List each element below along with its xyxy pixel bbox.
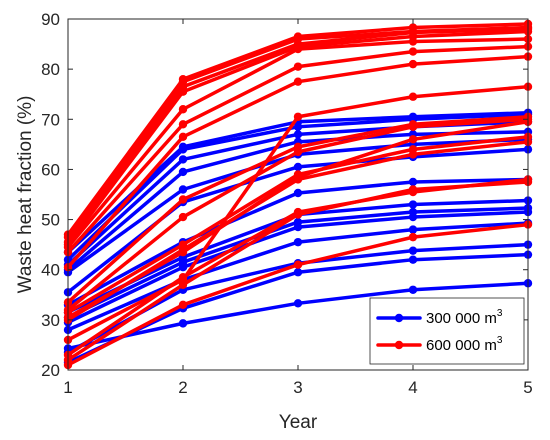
data-point: [178, 120, 188, 129]
x-axis-title: Year: [279, 412, 318, 433]
data-point: [293, 268, 303, 277]
legend-label-300k: 300 000 m3: [426, 308, 503, 327]
y-tick-label: 30: [41, 311, 60, 330]
series-18: [63, 82, 533, 345]
data-point: [178, 142, 188, 152]
data-point: [293, 237, 303, 247]
tick-layer: 1 2 3 4 5 20 30 40 50 60 70 80 90: [41, 10, 533, 397]
series-25: [63, 42, 533, 257]
series-21: [63, 132, 533, 317]
data-point: [408, 120, 418, 129]
data-point: [178, 247, 188, 257]
legend-marker-300k: [394, 313, 404, 323]
x-tick-label: 3: [293, 378, 302, 397]
data-point: [178, 167, 188, 177]
data-point: [408, 200, 418, 209]
data-point: [408, 232, 418, 242]
y-axis-title: Waste heat fraction (%): [15, 96, 36, 294]
data-point: [178, 105, 188, 114]
data-point: [178, 240, 188, 249]
data-point: [408, 246, 418, 255]
data-point: [178, 132, 188, 142]
series-30: [63, 19, 533, 239]
data-point: [408, 207, 418, 217]
data-point: [178, 212, 188, 222]
legend-marker-600k: [394, 340, 404, 350]
data-point: [408, 23, 418, 32]
y-tick-label: 40: [41, 261, 60, 280]
legend-label-300k-superscript: 3: [497, 308, 503, 319]
y-tick-label: 80: [41, 60, 60, 79]
data-point: [293, 142, 303, 152]
data-point: [293, 112, 303, 121]
data-point: [408, 187, 418, 197]
data-point: [178, 275, 188, 284]
data-point: [408, 112, 418, 121]
data-point: [178, 74, 188, 84]
data-point: [408, 47, 418, 56]
data-point: [408, 285, 418, 294]
data-point: [178, 195, 188, 204]
legend-box: [369, 297, 525, 365]
y-tick-label: 60: [41, 160, 60, 179]
data-point: [293, 260, 303, 269]
series-22: [63, 115, 533, 315]
legend-label-300k-text: 300 000 m: [426, 310, 497, 327]
data-point: [408, 177, 418, 187]
x-tick-label: 1: [63, 378, 72, 397]
data-point: [293, 299, 303, 308]
data-point: [178, 300, 188, 310]
data-point: [408, 145, 418, 154]
data-point: [408, 135, 418, 144]
data-point: [178, 319, 188, 328]
x-tick-label: 5: [523, 378, 532, 397]
data-point: [293, 77, 303, 86]
y-tick-label: 90: [41, 10, 60, 29]
data-point: [408, 255, 418, 264]
data-point: [293, 32, 303, 41]
y-tick-label: 70: [41, 110, 60, 129]
data-point: [178, 185, 188, 194]
data-point: [293, 162, 303, 172]
data-point: [408, 92, 418, 101]
data-point: [408, 59, 418, 69]
x-tick-label: 2: [178, 378, 187, 397]
data-point: [293, 217, 303, 227]
x-tick-label: 4: [408, 378, 417, 397]
legend: 300 000 m3 600 000 m3: [369, 297, 525, 365]
data-point: [293, 62, 303, 71]
legend-label-600k-superscript: 3: [497, 335, 503, 346]
data-point: [293, 188, 303, 198]
data-point: [293, 170, 303, 179]
data-point: [178, 155, 188, 164]
series-23: [63, 112, 533, 307]
legend-label-600k-text: 600 000 m: [426, 337, 497, 354]
data-point: [293, 130, 303, 139]
data-point: [408, 225, 418, 234]
y-tick-label: 20: [41, 361, 60, 380]
legend-label-600k: 600 000 m3: [426, 335, 503, 354]
data-point: [293, 207, 303, 217]
y-tick-label: 50: [41, 211, 60, 230]
